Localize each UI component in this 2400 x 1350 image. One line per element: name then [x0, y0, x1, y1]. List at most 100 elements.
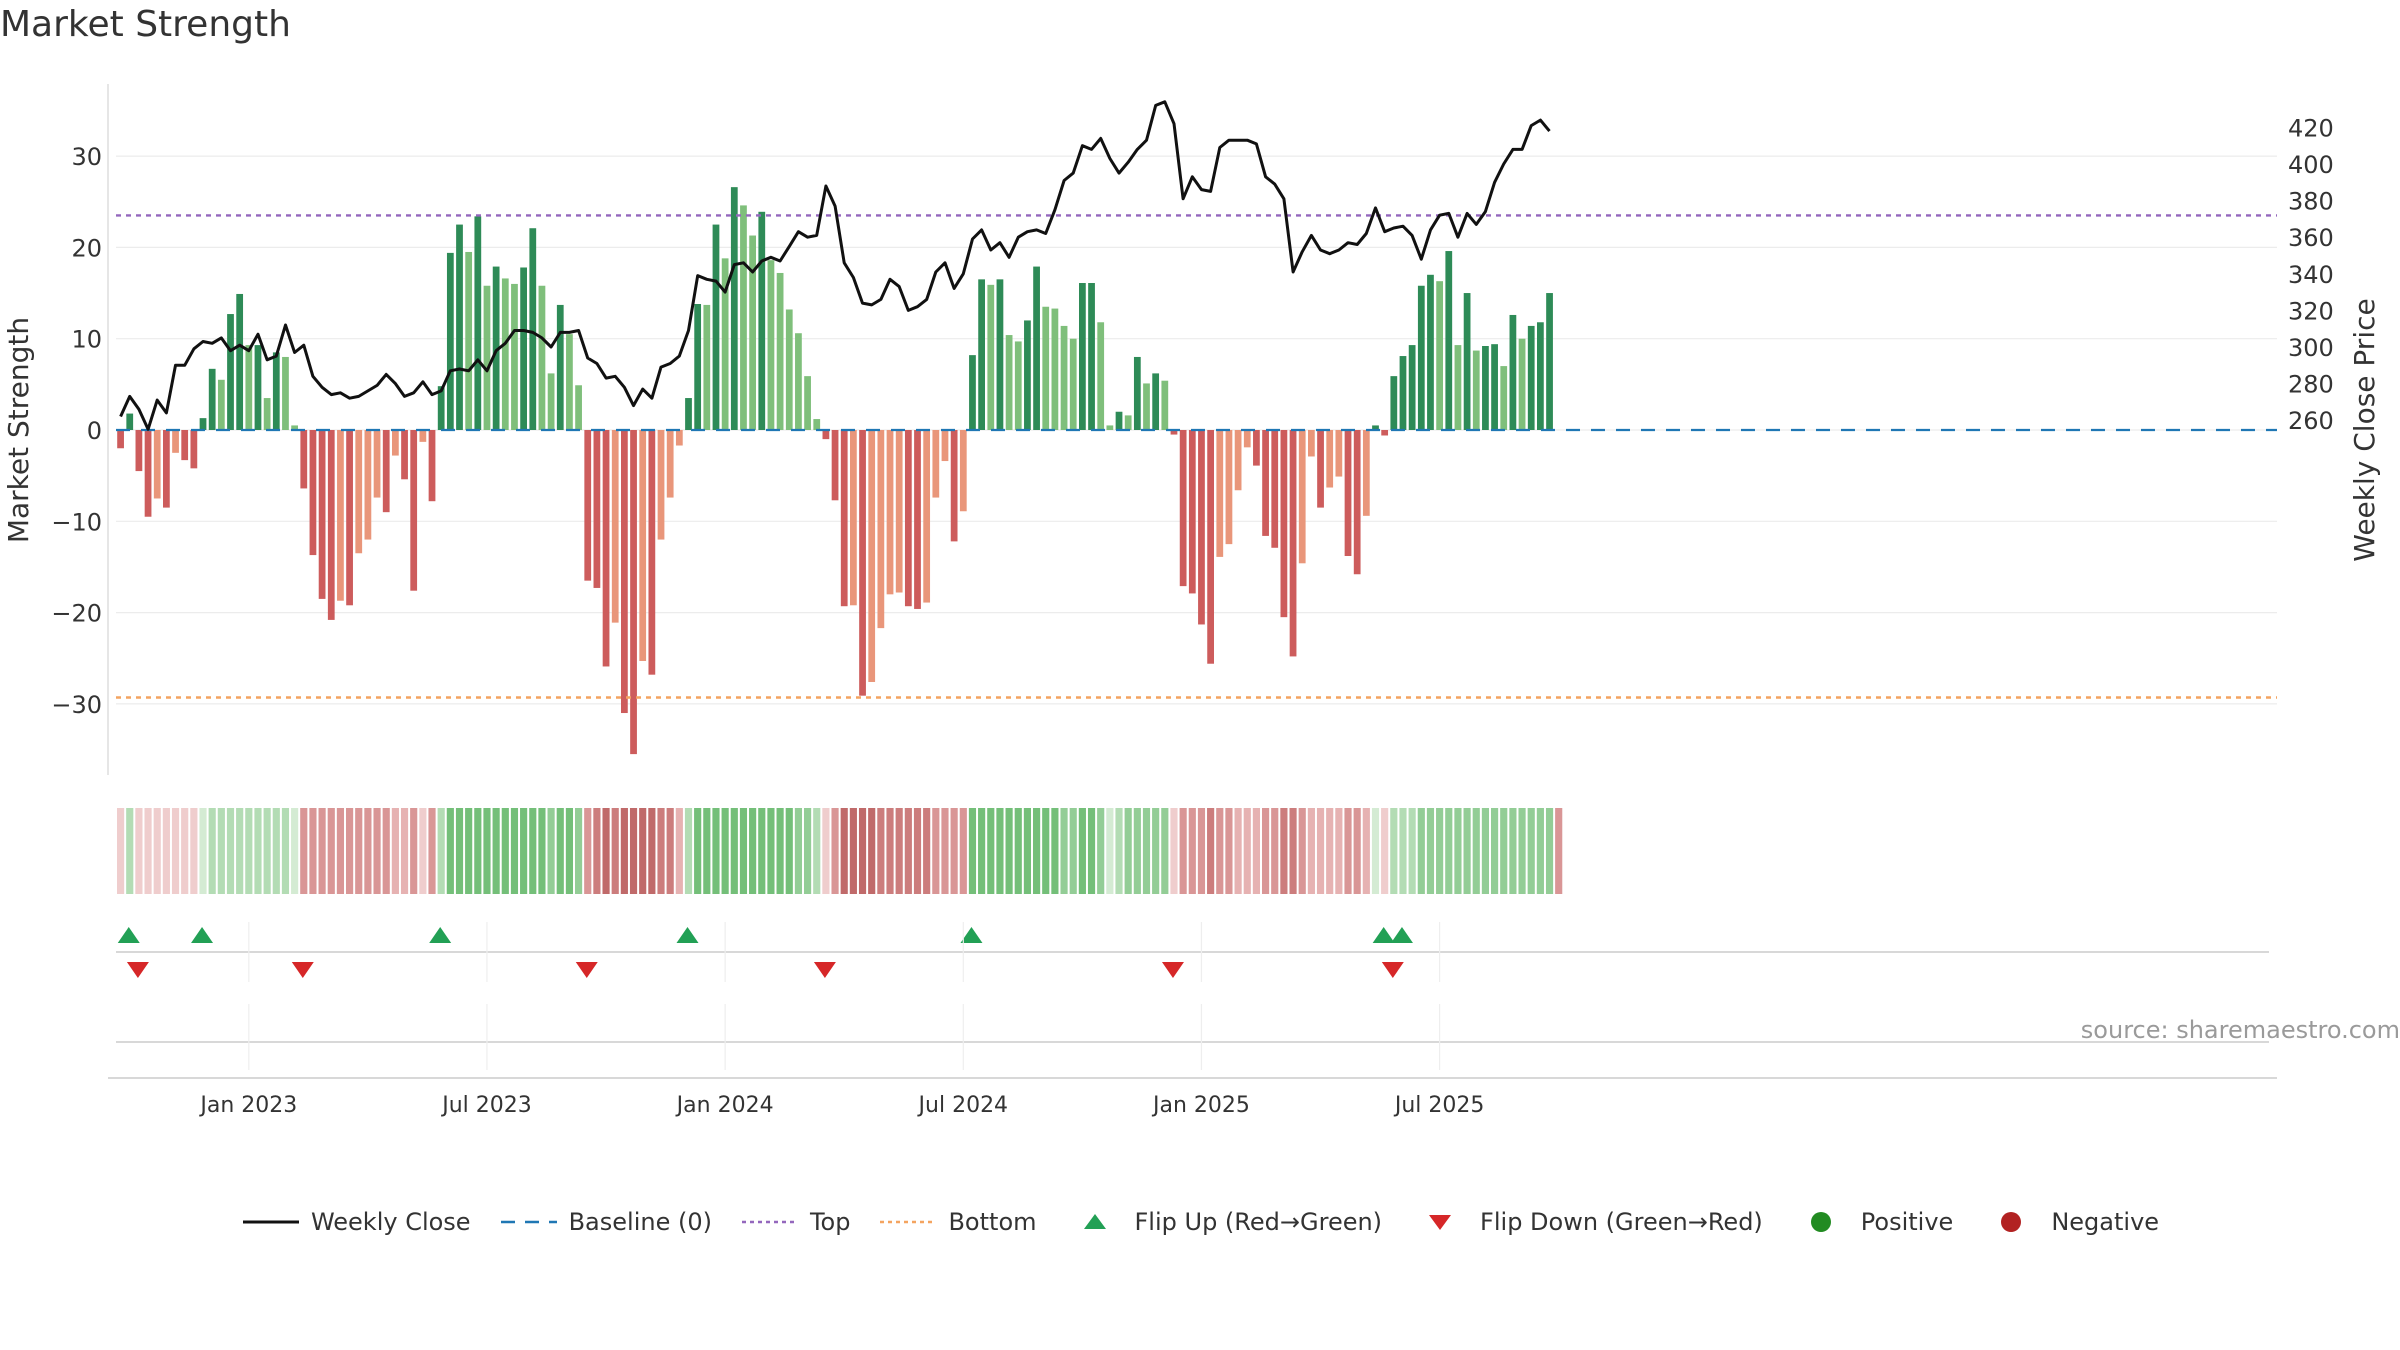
strip-cell: [501, 808, 509, 894]
legend-label: Flip Up (Red→Green): [1134, 1208, 1383, 1236]
strip-cell: [520, 808, 528, 894]
x-tick-label: Jul 2025: [1393, 1093, 1485, 1118]
strength-bar: [1060, 325, 1068, 430]
strength-bar: [868, 430, 876, 682]
strength-bar: [767, 260, 775, 430]
strength-bar: [914, 430, 921, 609]
strip-cell: [529, 808, 537, 894]
strength-bar: [1225, 430, 1233, 545]
strip-cell: [1152, 808, 1160, 894]
strip-cell: [1124, 808, 1132, 894]
circle-icon: [1810, 1212, 1831, 1232]
strip-cell: [932, 808, 940, 894]
strength-bar: [1491, 344, 1498, 430]
strip-cell: [913, 808, 922, 894]
strength-bar: [1124, 415, 1132, 430]
strength-bar: [666, 430, 674, 498]
strip-cell: [666, 808, 674, 894]
strip-cell: [849, 808, 857, 894]
strip-cell: [556, 808, 564, 894]
strength-bar: [437, 386, 445, 430]
strength-bar: [932, 430, 940, 498]
strip-cell: [318, 808, 326, 894]
flip-up-marker: [191, 927, 214, 943]
strength-bar: [410, 430, 418, 591]
strip-cell: [1023, 808, 1031, 894]
legend-label: Negative: [2051, 1208, 2160, 1236]
y-tick-label: 0: [87, 417, 102, 445]
strength-bar: [300, 430, 308, 489]
strength-bar: [1472, 350, 1480, 430]
strip-cell: [1426, 808, 1435, 894]
strip-cell: [712, 808, 720, 894]
strength-bar: [575, 385, 582, 430]
strength-bar: [1216, 430, 1224, 557]
strip-cell: [336, 808, 344, 894]
strength-bar: [1243, 430, 1251, 448]
strength-bar: [327, 430, 335, 620]
strip-cell: [492, 808, 500, 894]
strip-cell: [1362, 808, 1370, 894]
strength-bar: [346, 430, 353, 606]
strip-cell: [804, 808, 812, 894]
strip-cell: [382, 808, 390, 894]
strip-cell: [400, 808, 409, 894]
strength-bar: [1051, 308, 1059, 430]
dotted-line-icon: [880, 1220, 937, 1224]
legend-label: Baseline (0): [568, 1208, 712, 1236]
strip-cell: [254, 808, 262, 894]
strength-bar: [1362, 430, 1370, 516]
strip-cell: [1408, 808, 1416, 894]
strength-bar: [978, 279, 985, 430]
strip-cell: [190, 808, 198, 894]
reference-lines: [116, 214, 2277, 699]
strip-cell: [941, 808, 949, 894]
strength-bar: [364, 430, 372, 540]
strength-bar: [1014, 341, 1022, 430]
strip-cell: [437, 808, 445, 894]
flip-down-marker: [813, 962, 836, 978]
strength-bar: [566, 334, 573, 430]
strip-cell: [1518, 808, 1526, 894]
strength-bar: [272, 352, 280, 430]
y2-tick-label: 360: [2288, 224, 2334, 252]
strength-bar: [1399, 356, 1407, 430]
strip-cell: [758, 808, 766, 894]
strength-bar: [263, 398, 271, 430]
strength-bar: [355, 430, 363, 554]
y-tick-label: −10: [51, 508, 102, 536]
strip-cell: [785, 808, 793, 894]
strip-cell: [895, 808, 903, 894]
strength-bar: [694, 304, 702, 430]
strip-cell: [1436, 808, 1444, 894]
strength-bar: [721, 258, 729, 430]
strip-cell: [245, 808, 253, 894]
strip-cell: [1271, 808, 1279, 894]
strip-cell: [703, 808, 711, 894]
strip-cell: [1344, 808, 1352, 894]
strip-cell: [1115, 808, 1123, 894]
strip-cell: [1179, 808, 1187, 894]
strength-bar: [621, 430, 628, 714]
strip-cell: [1481, 808, 1489, 894]
strip-cell: [117, 808, 125, 894]
strength-bar: [382, 430, 390, 513]
strength-bar: [996, 279, 1004, 430]
strip-cell: [226, 808, 235, 894]
y-axis-title: Market Strength: [2, 317, 35, 543]
strength-bar: [217, 379, 225, 430]
strength-bar: [529, 228, 537, 430]
strip-cell: [657, 808, 665, 894]
strip-cell: [1252, 808, 1260, 894]
strip-cell: [181, 808, 189, 894]
strip-cell: [1527, 808, 1535, 894]
strength-bar: [1372, 425, 1379, 430]
strength-bar: [1527, 325, 1535, 430]
strip-cell: [1298, 808, 1306, 894]
strength-bar: [685, 398, 692, 430]
strength-bar: [602, 430, 610, 667]
strip-cell: [868, 808, 876, 894]
strength-bar: [593, 430, 601, 588]
strip-cell: [684, 808, 693, 894]
